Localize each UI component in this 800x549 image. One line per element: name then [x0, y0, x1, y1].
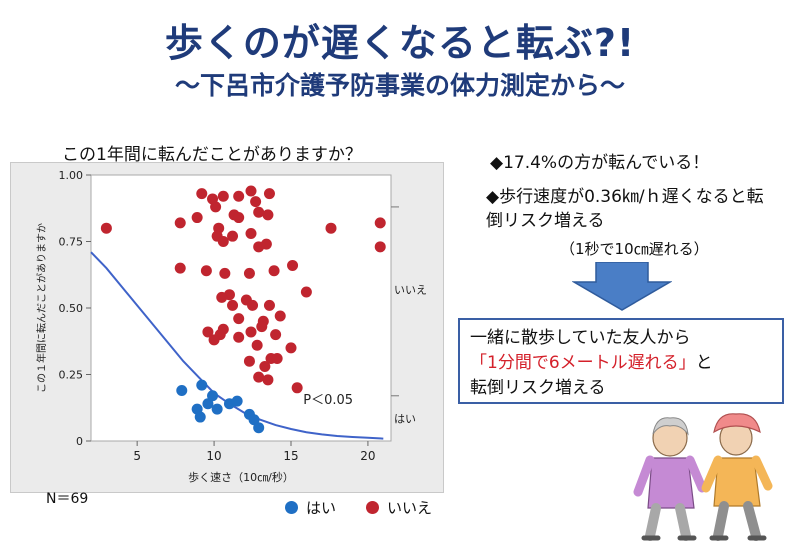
- point-yes: [194, 411, 206, 423]
- elderly-woman-2-icon: [701, 413, 773, 541]
- point-no: [243, 355, 255, 367]
- point-no: [233, 190, 245, 202]
- point-no: [233, 331, 245, 343]
- x-axis-label: 歩く速さ（10㎝/秒）: [188, 470, 294, 484]
- point-no: [200, 265, 212, 277]
- sample-size-label: N＝69: [46, 491, 89, 507]
- point-no: [208, 334, 220, 346]
- point-yes: [231, 395, 243, 407]
- callout-line2: 「1分間で6メートル遅れる」と: [470, 351, 772, 376]
- point-no: [251, 339, 263, 351]
- point-no: [219, 267, 231, 279]
- point-no: [287, 259, 299, 271]
- point-no: [100, 222, 112, 234]
- point-no: [250, 196, 262, 208]
- x-tick-label: 10: [206, 449, 221, 463]
- point-no: [256, 321, 268, 333]
- point-no: [291, 382, 303, 394]
- logistic-curve: [90, 251, 384, 440]
- point-no: [245, 326, 257, 338]
- legend-yes-label: はい: [306, 499, 337, 517]
- bullet-walking-speed: ◆歩行速度が0.36㎞/ｈ遅くなると転倒リスク増える: [486, 187, 764, 231]
- point-no: [233, 212, 245, 224]
- point-no: [243, 267, 255, 279]
- chart-legend: はい いいえ: [285, 497, 432, 518]
- x-tick-label: 20: [360, 449, 375, 463]
- callout-highlight: 「1分間で6メートル遅れる」: [470, 353, 696, 373]
- legend-yes-marker: [285, 501, 298, 514]
- page-title: 歩くのが遅くなると転ぶ?!: [164, 21, 636, 65]
- point-no: [196, 188, 208, 200]
- x-tick-label: 15: [283, 449, 298, 463]
- right-label-no: いいえ: [394, 283, 427, 296]
- y-tick-label: 0: [76, 435, 83, 448]
- down-arrow-icon: [571, 261, 673, 316]
- point-no: [174, 262, 186, 274]
- callout-after: と: [695, 353, 713, 373]
- point-yes: [176, 384, 188, 396]
- bullet-note: （1秒で10㎝遅れる）: [560, 240, 709, 258]
- point-no: [253, 206, 265, 218]
- point-no: [263, 188, 275, 200]
- point-no: [245, 185, 257, 197]
- point-no: [217, 323, 229, 335]
- p-value-annotation: P＜0.05: [303, 393, 353, 408]
- scatter-chart: 5 10 15 20 0 0.25 0.50 0.75 1.00 歩く速さ（10㎝/秒） この１年間…: [35, 169, 427, 484]
- point-no: [245, 228, 257, 240]
- point-yes: [207, 390, 219, 402]
- right-label-yes: はい: [394, 412, 416, 425]
- walking-elderly-illustration: [620, 408, 790, 548]
- point-no: [253, 371, 265, 383]
- point-no: [262, 209, 274, 221]
- point-no: [217, 236, 229, 247]
- point-no: [174, 217, 186, 229]
- bullet-fall-rate: ◆17.4%の方が転んでいる！: [490, 153, 710, 173]
- point-yes: [253, 422, 265, 434]
- point-no: [268, 265, 280, 277]
- y-tick-label: 1.00: [59, 169, 84, 182]
- legend-no-marker: [366, 501, 380, 514]
- point-no: [202, 326, 214, 338]
- point-no: [260, 238, 272, 250]
- point-no: [191, 212, 203, 224]
- point-no: [300, 286, 312, 298]
- point-no: [247, 299, 259, 311]
- elderly-woman-1-icon: [633, 417, 707, 541]
- point-no: [263, 299, 275, 311]
- point-no: [233, 313, 245, 325]
- point-no: [262, 374, 274, 386]
- point-no: [216, 291, 228, 303]
- point-no: [217, 190, 229, 202]
- x-tick-label: 5: [133, 449, 141, 463]
- chart-question: この1年間に転んだことがありますか？: [62, 145, 362, 165]
- point-no: [259, 361, 271, 373]
- plot-area: [90, 174, 392, 442]
- y-tick-label: 0.50: [59, 302, 84, 315]
- point-no: [325, 222, 337, 234]
- y-tick-label: 0.25: [59, 369, 84, 382]
- callout-line3: 転倒リスク増える: [470, 378, 606, 398]
- point-no: [274, 310, 286, 322]
- callout-line1: 一緒に散歩していた友人から: [470, 328, 691, 348]
- y-tick-label: 0.75: [59, 236, 84, 249]
- chart-panel: 5 10 15 20 0 0.25 0.50 0.75 1.00 歩く速さ（10㎝/秒） この１年間…: [10, 162, 444, 493]
- point-no: [271, 353, 283, 365]
- callout-box: 一緒に散歩していた友人から 「1分間で6メートル遅れる」と 転倒リスク増える: [458, 318, 784, 404]
- point-no: [374, 217, 386, 229]
- legend-no-label: いいえ: [387, 499, 433, 517]
- point-yes: [211, 403, 223, 415]
- point-no: [227, 230, 239, 242]
- point-no: [285, 342, 297, 354]
- point-yes: [196, 379, 208, 391]
- point-yes: [202, 398, 214, 410]
- point-yes: [248, 414, 260, 426]
- page-subtitle: 〜下呂市介護予防事業の体力測定から〜: [174, 71, 625, 100]
- point-no: [270, 329, 282, 341]
- y-axis-label: この１年間に転んだことがありますか: [35, 223, 48, 393]
- point-no: [210, 201, 222, 213]
- point-no: [227, 299, 239, 311]
- point-no: [374, 241, 386, 253]
